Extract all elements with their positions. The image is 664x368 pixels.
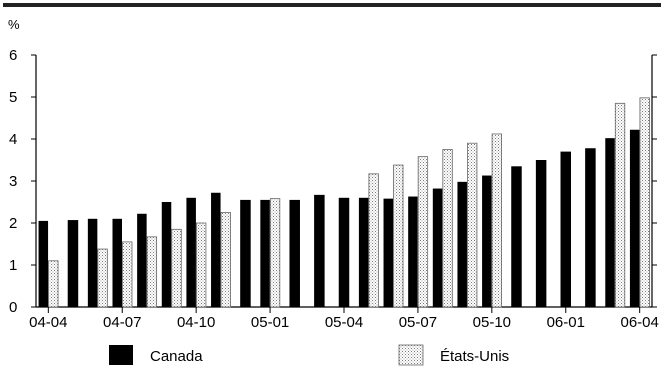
bar-canada <box>605 138 615 307</box>
bar-etats-unis <box>393 164 404 308</box>
bar-canada <box>137 213 147 307</box>
bar-canada <box>87 218 98 307</box>
bar-etats-unis <box>614 102 626 308</box>
y-axis-ticks: 0 1 2 3 4 5 6 <box>9 47 657 316</box>
bar-canada <box>38 220 49 307</box>
y-tick-label: 3 <box>9 173 17 190</box>
bar-canada <box>289 199 300 307</box>
y-unit-label: % <box>8 17 20 32</box>
bar-etats-unis <box>122 241 133 308</box>
legend-swatch-canada <box>109 345 133 365</box>
bar-canada <box>629 129 640 307</box>
x-tick-label: 04-10 <box>177 314 215 331</box>
bar-canada <box>511 166 522 307</box>
y-tick-label: 4 <box>9 131 17 148</box>
bar-etats-unis <box>491 133 502 308</box>
bar-canada <box>67 220 79 307</box>
bar-canada <box>260 199 270 307</box>
bar-canada <box>186 197 196 307</box>
bar-canada <box>112 218 122 307</box>
bar-canada <box>161 202 172 307</box>
bar-canada <box>383 198 394 307</box>
bar-etats-unis <box>442 149 453 308</box>
bar-etats-unis <box>467 142 478 308</box>
legend-label-canada: Canada <box>150 348 203 365</box>
y-tick-label: 0 <box>9 299 17 316</box>
bar-etats-unis <box>269 198 281 308</box>
y-tick-label: 5 <box>9 89 17 106</box>
bar-etats-unis <box>171 228 182 308</box>
x-axis-ticks: 04-04 04-07 04-10 05-01 05-04 05-07 05-10 06-01… <box>29 307 659 331</box>
legend-swatch-etats-unis <box>398 344 424 366</box>
x-tick-label: 06-04 <box>620 314 658 331</box>
bar-etats-unis <box>48 260 59 308</box>
bar-etats-unis <box>639 97 650 308</box>
top-rule <box>3 3 661 7</box>
x-tick-label: 05-10 <box>473 314 511 331</box>
bar-canada <box>585 148 596 307</box>
y-tick-label: 2 <box>9 215 17 232</box>
x-tick-label: 04-07 <box>103 314 141 331</box>
bar-canada <box>338 197 350 307</box>
y-tick-label: 1 <box>9 257 17 274</box>
bar-etats-unis <box>417 156 429 308</box>
bar-canada <box>535 160 547 307</box>
bar-canada <box>457 181 467 307</box>
bar-canada <box>408 196 418 307</box>
x-tick-label: 04-04 <box>29 314 67 331</box>
bar-etats-unis <box>220 212 231 308</box>
bar-canada <box>358 197 369 307</box>
y-tick-label: 6 <box>9 47 17 64</box>
x-tick-label: 05-04 <box>325 314 363 331</box>
bar-etats-unis <box>368 173 379 308</box>
bar-canada <box>240 199 251 307</box>
legend-label-etats-unis: États-Unis <box>440 348 509 365</box>
bar-canada <box>432 188 443 307</box>
legend: Canada États-Unis <box>109 344 509 366</box>
bars <box>38 97 650 308</box>
bar-canada <box>482 175 492 307</box>
x-tick-label: 06-01 <box>547 314 585 331</box>
bar-etats-unis <box>97 248 108 308</box>
x-tick-label: 05-01 <box>251 314 289 331</box>
bar-canada <box>314 194 325 307</box>
bar-etats-unis <box>146 236 158 308</box>
bar-canada <box>560 151 572 307</box>
x-tick-label: 05-07 <box>399 314 437 331</box>
bar-canada <box>211 192 221 307</box>
bar-etats-unis <box>196 222 207 308</box>
